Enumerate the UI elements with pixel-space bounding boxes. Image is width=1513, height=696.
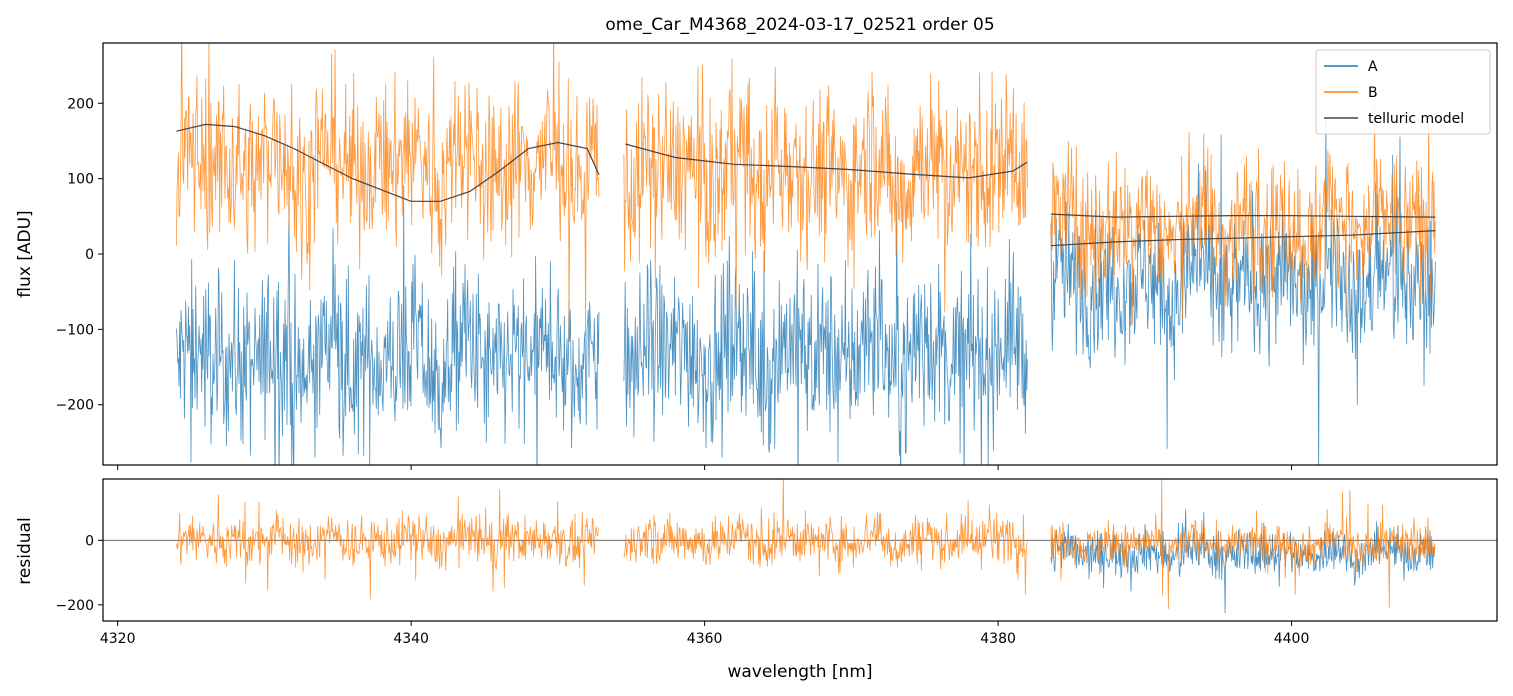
x-axis-label: wavelength [nm]	[727, 662, 872, 682]
residual-b-segment-2	[1050, 479, 1436, 609]
bottom-y-tick-label: −200	[56, 598, 94, 614]
bottom-x-tick-label: 4400	[1274, 631, 1310, 647]
telluric-model-curve-1	[625, 143, 1028, 179]
legend-label-b: B	[1368, 85, 1378, 101]
top-y-tick-label: 0	[85, 247, 94, 263]
bottom-y-axis: −200 0	[56, 533, 103, 614]
top-x-axis	[117, 465, 1293, 470]
top-y-tick-label: −200	[56, 398, 94, 414]
telluric-model-curve-3	[1050, 230, 1436, 247]
bottom-y-tick-label: 0	[85, 533, 94, 549]
series-a-segment-2	[1050, 117, 1436, 465]
series-a-segment-0	[176, 185, 600, 465]
legend-label-telluric: telluric model	[1368, 111, 1464, 127]
top-y-axis: −200 −100 0 100 200	[56, 96, 103, 414]
bottom-y-label: residual	[15, 517, 35, 584]
top-y-tick-label: −100	[56, 322, 94, 338]
legend-box	[1315, 49, 1491, 135]
series-a-segment-1	[623, 201, 1028, 465]
bottom-plot-frame	[102, 478, 1498, 622]
series-b-segment-1	[623, 58, 1028, 313]
chart-title: ome_Car_M4368_2024-03-17_02521 order 05	[605, 15, 994, 35]
bottom-data-layer	[103, 479, 1497, 614]
residual-a-segment-2	[1050, 509, 1436, 614]
top-y-tick-label: 100	[67, 172, 94, 188]
bottom-x-axis: 4320 4340 4360 4380 4400	[100, 621, 1310, 647]
bottom-x-tick-label: 4360	[687, 631, 723, 647]
residual-b-segment-1	[623, 479, 1028, 595]
telluric-model-curve-2	[1050, 213, 1436, 218]
bottom-panel: −200 0 4320 4340 4360 4380 4400 residual wave…	[15, 478, 1498, 682]
series-b-segment-2	[1050, 105, 1436, 325]
series-b-segment-0	[176, 43, 600, 342]
residual-b-segment-0	[176, 489, 600, 600]
top-data-layer	[176, 43, 1436, 465]
top-panel: −200 −100 0 100 200 flux [ADU] A B telluric …	[15, 42, 1498, 470]
legend-label-a: A	[1368, 59, 1378, 75]
bottom-x-tick-label: 4320	[100, 631, 136, 647]
telluric-model-curve-0	[176, 123, 600, 202]
top-y-label: flux [ADU]	[15, 210, 35, 297]
legend: A B telluric model	[1315, 49, 1491, 135]
top-y-tick-label: 200	[67, 96, 94, 112]
bottom-x-tick-label: 4380	[980, 631, 1016, 647]
bottom-x-tick-label: 4340	[393, 631, 429, 647]
